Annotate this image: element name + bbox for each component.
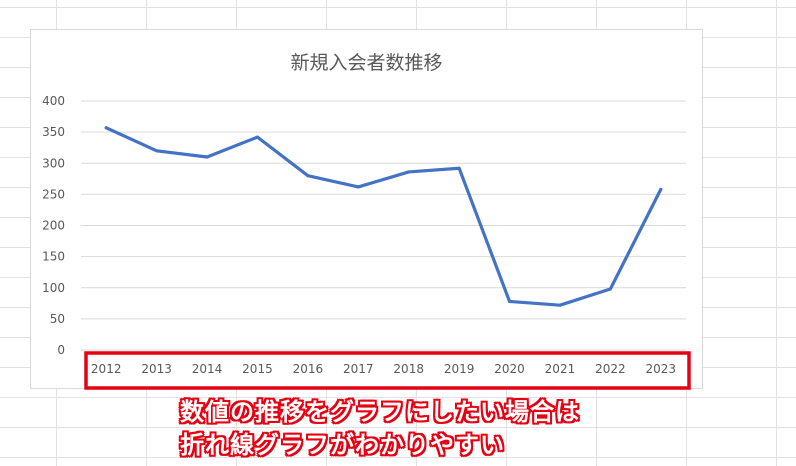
caption-line-2: 折れ線グラフがわかりやすい xyxy=(180,431,505,459)
x-tick-label: 2022 xyxy=(595,362,626,376)
data-point xyxy=(608,287,612,291)
y-tick-label: 350 xyxy=(42,125,65,139)
y-tick-label: 400 xyxy=(42,94,65,108)
data-point xyxy=(407,170,411,174)
data-point xyxy=(306,174,310,178)
data-point xyxy=(659,187,663,191)
x-axis-highlight-box xyxy=(84,351,691,390)
y-tick-label: 300 xyxy=(42,156,65,170)
y-tick-label: 200 xyxy=(42,219,65,233)
data-point xyxy=(508,299,512,303)
line-chart: 0 50 100 150 200 250 300 350 400 2012 2013 2014 2015… xyxy=(42,94,691,390)
y-tick-label: 250 xyxy=(42,187,65,201)
y-tick-label: 100 xyxy=(42,281,65,295)
x-tick-label: 2021 xyxy=(545,362,576,376)
x-tick-label: 2023 xyxy=(646,362,677,376)
data-point xyxy=(558,303,562,307)
x-tick-label: 2020 xyxy=(494,362,525,376)
data-point xyxy=(457,166,461,170)
data-point xyxy=(356,185,360,189)
chart-title: 新規入会者数推移 xyxy=(290,52,443,74)
x-tick-label: 2018 xyxy=(393,362,424,376)
y-tick-label: 50 xyxy=(50,312,65,326)
x-tick-label: 2019 xyxy=(444,362,475,376)
x-tick-label: 2014 xyxy=(192,362,223,376)
y-tick-label: 0 xyxy=(57,343,65,357)
chart-area[interactable]: 新規入会者数推移 0 50 100 150 200 250 300 350 400 2012 201… xyxy=(30,29,703,390)
x-tick-label: 2013 xyxy=(141,362,172,376)
y-tick-label: 150 xyxy=(42,250,65,264)
data-point xyxy=(155,149,159,153)
x-tick-label: 2012 xyxy=(91,362,122,376)
data-point xyxy=(104,126,108,130)
data-point xyxy=(205,155,209,159)
x-tick-label: 2016 xyxy=(293,362,324,376)
x-tick-label: 2017 xyxy=(343,362,374,376)
caption-line-1: 数値の推移をグラフにしたい場合は xyxy=(180,398,580,426)
x-tick-label: 2015 xyxy=(242,362,273,376)
data-point xyxy=(255,135,259,139)
series-line xyxy=(104,126,663,307)
